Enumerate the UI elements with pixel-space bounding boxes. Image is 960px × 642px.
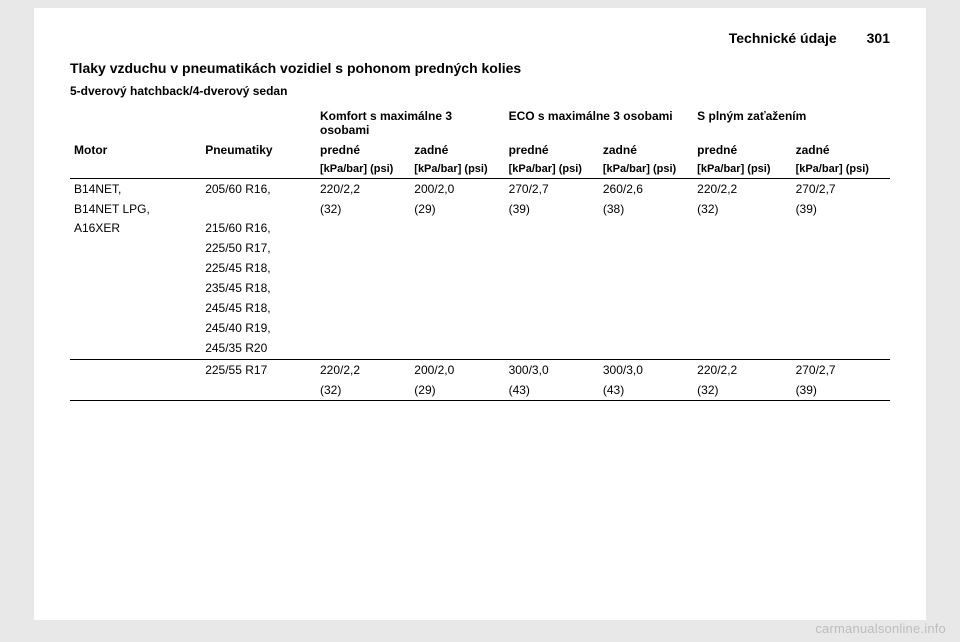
value-cell: 270/2,7 (792, 360, 890, 381)
tire-cell: 245/40 R19, (201, 319, 316, 339)
table-row: 235/45 R18, (70, 279, 890, 299)
value-cell: 270/2,7 (792, 179, 890, 200)
unit-cell: [kPa/bar] (psi) (316, 160, 410, 179)
page-header: Technické údaje 301 (70, 30, 890, 46)
value-cell: 300/3,0 (505, 360, 599, 381)
value-cell: 260/2,6 (599, 179, 693, 200)
table-row: 225/45 R18, (70, 259, 890, 279)
col-front: predné (505, 140, 599, 160)
value-cell: (43) (505, 380, 599, 401)
value-cell: 220/2,2 (693, 360, 791, 381)
tire-cell: 245/35 R20 (201, 339, 316, 360)
col-front: predné (316, 140, 410, 160)
value-cell: (39) (792, 380, 890, 401)
table-row: (32) (29) (43) (43) (32) (39) (70, 380, 890, 401)
pressure-table: Komfort s maximálne 3 osobami ECO s maxi… (70, 106, 890, 401)
col-motor: Motor (70, 140, 201, 160)
value-cell: 300/3,0 (599, 360, 693, 381)
value-cell: (29) (410, 380, 504, 401)
value-cell: 270/2,7 (505, 179, 599, 200)
value-cell: (32) (693, 199, 791, 219)
motor-cell: A16XER (70, 219, 201, 239)
col-tires: Pneumatiky (201, 140, 316, 160)
tire-cell: 215/60 R16, (201, 219, 316, 239)
unit-cell: [kPa/bar] (psi) (792, 160, 890, 179)
tire-cell: 205/60 R16, (201, 179, 316, 200)
tire-cell: 245/45 R18, (201, 299, 316, 319)
value-cell: 200/2,0 (410, 179, 504, 200)
unit-cell: [kPa/bar] (psi) (410, 160, 504, 179)
col-group-full: S plným zaťažením (693, 106, 890, 140)
tire-cell: 225/45 R18, (201, 259, 316, 279)
value-cell: (32) (316, 380, 410, 401)
tire-cell: 235/45 R18, (201, 279, 316, 299)
table-row: 245/35 R20 (70, 339, 890, 360)
value-cell: (32) (693, 380, 791, 401)
motor-cell: B14NET, (70, 179, 201, 200)
col-rear: zadné (410, 140, 504, 160)
unit-row: [kPa/bar] (psi) [kPa/bar] (psi) [kPa/bar… (70, 160, 890, 179)
watermark: carmanualsonline.info (815, 621, 946, 636)
value-cell: 220/2,2 (316, 179, 410, 200)
value-cell: (43) (599, 380, 693, 401)
value-cell: 220/2,2 (693, 179, 791, 200)
tire-cell: 225/50 R17, (201, 239, 316, 259)
col-front: predné (693, 140, 791, 160)
subtitle: 5-dverový hatchback/4-dverový sedan (70, 84, 890, 98)
col-rear: zadné (792, 140, 890, 160)
group-header-row: Komfort s maximálne 3 osobami ECO s maxi… (70, 106, 890, 140)
page-number: 301 (867, 30, 890, 46)
col-rear: zadné (599, 140, 693, 160)
motor-cell: B14NET LPG, (70, 199, 201, 219)
header-title: Technické údaje (729, 30, 837, 46)
value-cell: 200/2,0 (410, 360, 504, 381)
table-row: 225/50 R17, (70, 239, 890, 259)
col-group-komfort: Komfort s maximálne 3 osobami (316, 106, 505, 140)
table-row: B14NET LPG, (32) (29) (39) (38) (32) (39… (70, 199, 890, 219)
unit-cell: [kPa/bar] (psi) (505, 160, 599, 179)
unit-cell: [kPa/bar] (psi) (693, 160, 791, 179)
table-row: A16XER 215/60 R16, (70, 219, 890, 239)
value-cell: (39) (505, 199, 599, 219)
table-row: 245/45 R18, (70, 299, 890, 319)
col-group-eco: ECO s maximálne 3 osobami (505, 106, 694, 140)
unit-cell: [kPa/bar] (psi) (599, 160, 693, 179)
sub-header-row: Motor Pneumatiky predné zadné predné zad… (70, 140, 890, 160)
tire-cell: 225/55 R17 (201, 360, 316, 381)
page-container: Technické údaje 301 Tlaky vzduchu v pneu… (34, 8, 926, 620)
table-row: B14NET, 205/60 R16, 220/2,2 200/2,0 270/… (70, 179, 890, 200)
value-cell: (39) (792, 199, 890, 219)
section-title: Tlaky vzduchu v pneumatikách vozidiel s … (70, 60, 890, 76)
value-cell: (29) (410, 199, 504, 219)
table-row: 245/40 R19, (70, 319, 890, 339)
value-cell: (38) (599, 199, 693, 219)
table-row: 225/55 R17 220/2,2 200/2,0 300/3,0 300/3… (70, 360, 890, 381)
value-cell: 220/2,2 (316, 360, 410, 381)
value-cell: (32) (316, 199, 410, 219)
